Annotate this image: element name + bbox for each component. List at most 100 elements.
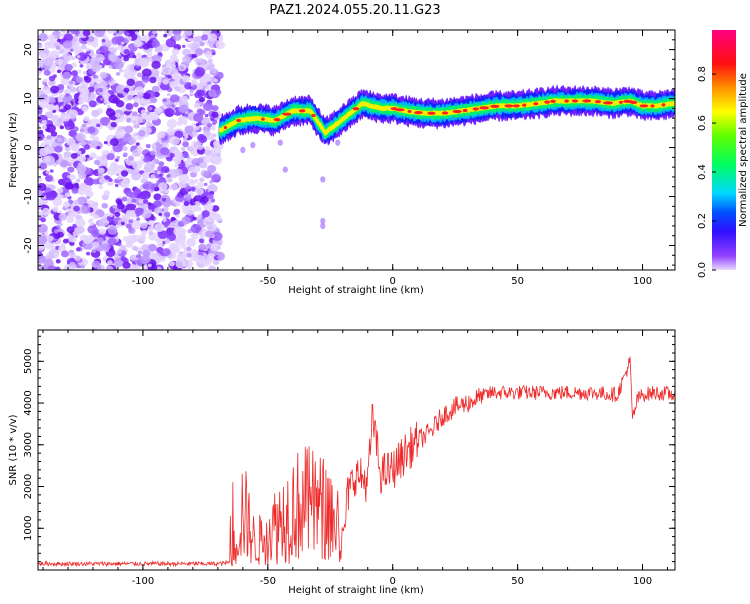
heatmap-noise-blob	[92, 241, 100, 248]
heatmap-noise-blob	[138, 97, 147, 105]
heatmap-noise-blob	[123, 49, 130, 55]
heatmap-noise-blob	[166, 118, 178, 129]
heatmap-peak	[395, 108, 405, 112]
heatmap-noise-blob	[131, 171, 142, 181]
heatmap-noise-blob	[96, 145, 101, 150]
heatmap-noise-blob	[125, 103, 134, 110]
heatmap-noise-blob	[199, 177, 205, 183]
heatmap-noise-blob	[75, 178, 81, 183]
heatmap-noise-blob	[101, 39, 106, 43]
heatmap-noise-blob	[147, 243, 157, 251]
snr-x-tick-label: 50	[511, 576, 524, 587]
heatmap-peak	[472, 107, 479, 111]
heatmap-noise-blob	[180, 179, 187, 185]
heatmap-noise-blob	[136, 146, 143, 152]
heatmap-x-tick-label: -100	[132, 276, 155, 287]
heatmap-noise-blob	[211, 231, 223, 242]
heatmap-noise-blob	[78, 155, 87, 163]
heatmap-noise-blob	[152, 30, 158, 35]
heatmap-noise-blob	[155, 238, 162, 244]
heatmap-noise-blob	[147, 263, 152, 268]
heatmap-noise-blob	[180, 146, 186, 151]
heatmap-noise-blob	[206, 123, 213, 128]
heatmap-peak	[479, 106, 490, 110]
heatmap-noise-blob	[208, 89, 218, 98]
heatmap-noise-blob	[199, 41, 205, 47]
heatmap-noise-blob	[164, 189, 169, 194]
heatmap-noise-blob	[151, 40, 160, 48]
heatmap-noise-blob	[114, 129, 126, 139]
heatmap-noise-blob	[158, 173, 163, 177]
heatmap-noise-blob	[81, 87, 87, 92]
heatmap-noise-blob	[211, 174, 221, 183]
heatmap-noise-blob	[100, 116, 111, 126]
heatmap-noise-blob	[61, 250, 69, 258]
heatmap-noise-blob	[213, 78, 219, 83]
heatmap-noise-blob	[136, 217, 141, 221]
heatmap-noise-blob	[202, 217, 214, 227]
heatmap-noise-blob	[108, 53, 118, 62]
heatmap-noise-blob	[81, 205, 86, 210]
snr-y-tick-label: 1000	[23, 516, 34, 541]
heatmap-noise-blob	[158, 161, 165, 167]
heatmap-noise-blob	[211, 68, 217, 74]
heatmap-noise-blob	[143, 230, 148, 234]
heatmap-noise-blob	[38, 129, 44, 135]
heatmap-noise-blob	[195, 123, 200, 127]
heatmap-noise-blob	[106, 30, 115, 34]
heatmap-noise-blob	[131, 204, 137, 209]
heatmap-noise-blob	[178, 105, 186, 113]
heatmap-noise-blob	[207, 193, 214, 200]
heatmap-noise-blob	[125, 223, 132, 229]
snr-panel: -100 -50 0 50 100 1000 2000 3000 4000 5000 Height…	[8, 329, 676, 596]
heatmap-noise-blob	[96, 123, 101, 128]
heatmap-noise-blob	[131, 111, 138, 117]
heatmap-noise-blob	[106, 153, 115, 161]
heatmap-noise-blob	[39, 52, 47, 59]
heatmap-noise-blob	[132, 123, 139, 129]
snr-y-tick-label: 3000	[23, 432, 34, 457]
heatmap-noise-blob	[204, 153, 214, 162]
snr-x-tick-label: -50	[260, 576, 276, 587]
heatmap-noise-blob	[190, 223, 202, 234]
heatmap-noise-blob	[212, 133, 217, 138]
heatmap-noise-blob	[38, 182, 47, 192]
heatmap-noise-blob	[63, 88, 71, 96]
heatmap-noise-blob	[80, 140, 87, 146]
heatmap-noise-blob	[89, 222, 94, 227]
heatmap-noise-blob	[75, 132, 86, 142]
heatmap-noise-blob	[162, 79, 169, 85]
heatmap-peak	[282, 112, 292, 116]
heatmap-noise-blob	[41, 119, 48, 125]
heatmap-noise-blob	[156, 266, 162, 270]
heatmap-y-tick-label: 10	[23, 92, 34, 105]
heatmap-noise-blob	[212, 122, 216, 126]
heatmap-noise-blob	[76, 226, 85, 234]
heatmap-noise-blob	[41, 125, 48, 130]
heatmap-noise-blob	[110, 161, 118, 168]
heatmap-noise-blob	[201, 34, 209, 41]
heatmap-noise-blob	[166, 174, 171, 178]
heatmap-noise-blob	[128, 219, 134, 224]
heatmap-noise-blob	[108, 178, 113, 182]
heatmap-noise-blob	[66, 226, 75, 234]
heatmap-peak	[639, 104, 649, 108]
heatmap-noise-blob	[173, 101, 179, 106]
heatmap-noise-blob	[184, 193, 192, 200]
heatmap-noise-blob	[127, 155, 134, 161]
heatmap-noise-blob	[146, 111, 151, 115]
heatmap-noise-blob	[62, 95, 72, 104]
heatmap-noise-blob	[129, 254, 137, 261]
heatmap-noise-blob	[50, 85, 60, 94]
heatmap-noise-blob	[211, 155, 223, 165]
heatmap-noise-blob	[82, 30, 91, 37]
heatmap-noise-blob	[119, 68, 124, 73]
heatmap-noise-blob	[121, 196, 128, 202]
heatmap-noise-blob	[124, 125, 134, 134]
heatmap-noise-blob	[133, 40, 143, 48]
heatmap-noise-blob	[140, 222, 148, 229]
heatmap-noise-blob	[50, 41, 55, 45]
heatmap-peak	[550, 99, 556, 103]
heatmap-noise-blob	[107, 104, 111, 108]
